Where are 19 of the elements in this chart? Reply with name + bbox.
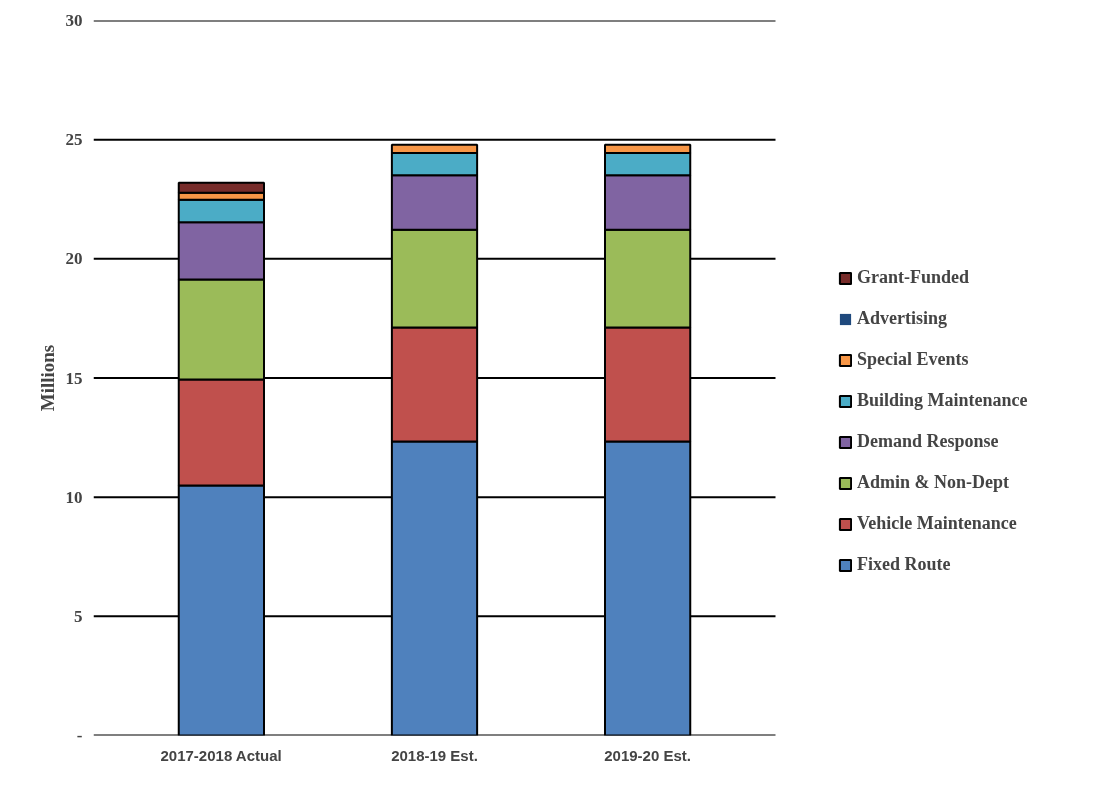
y-tick-label: 10 [65, 487, 83, 507]
legend-label: Demand Response [857, 431, 999, 452]
legend-label: Building Maintenance [857, 390, 1028, 411]
x-tick-label: 2018-19 Est. [391, 746, 478, 764]
legend-label: Special Events [857, 349, 969, 370]
legend-label: Vehicle Maintenance [857, 513, 1017, 534]
y-tick-label: 5 [74, 606, 83, 626]
legend-label: Admin & Non-Dept [857, 472, 1010, 493]
y-tick-label: - [76, 726, 83, 745]
legend-label: Fixed Route [857, 554, 951, 575]
x-tick-label: 2017-2018 Actual [160, 746, 282, 764]
legend-label: Grant-Funded [857, 267, 970, 288]
y-tick-label: 30 [65, 11, 83, 30]
y-tick-label: 15 [65, 368, 83, 388]
y-tick-label: 25 [65, 130, 83, 150]
y-tick-label: 20 [65, 249, 83, 269]
y-axis-title: Millions [36, 344, 58, 412]
x-tick-label: 2019-20 Est. [604, 746, 691, 764]
legend-label: Advertising [857, 308, 947, 329]
